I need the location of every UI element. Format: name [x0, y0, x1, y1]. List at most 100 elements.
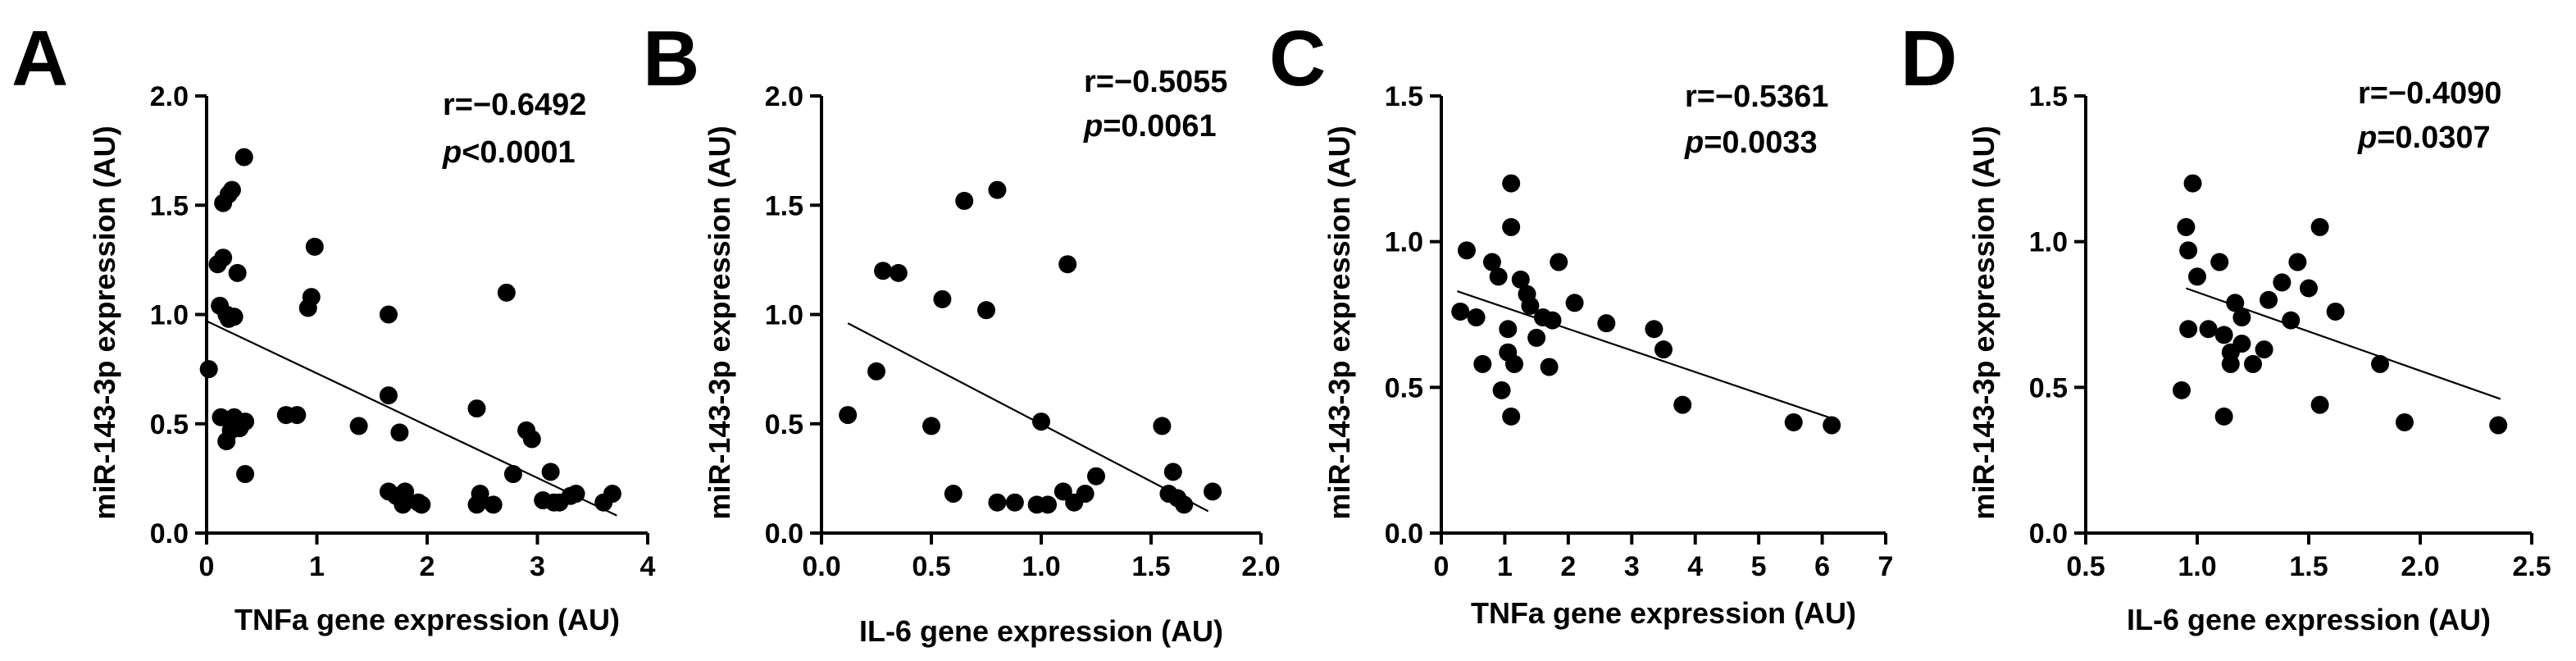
panel-d-y-tick-label: 0.5	[2029, 372, 2068, 403]
panel-d-data-point	[2288, 253, 2307, 271]
panel-a-data-point	[379, 305, 398, 324]
panel-a-letter: A	[11, 15, 68, 103]
panel-d-p-value: p=0.0307	[2357, 121, 2491, 155]
panel-b-x-tick-label: 0.0	[802, 551, 840, 582]
panel-b-data-point	[1005, 493, 1024, 512]
panel-d-data-point	[2232, 335, 2251, 353]
panel-a-data-point	[236, 465, 255, 484]
panel-a-data-point	[222, 180, 241, 199]
panel-c-data-point	[1467, 308, 1486, 327]
panel-b-p-value: p=0.0061	[1083, 109, 1217, 144]
panel-c-x-tick-label: 1	[1497, 551, 1513, 582]
panel-d-x-tick-label: 1.5	[2289, 551, 2328, 582]
panel-c-data-point	[1823, 416, 1841, 435]
panel-d-y-tick-label: 1.0	[2029, 227, 2068, 258]
panel-b-data-point	[1032, 413, 1050, 431]
panel-d-x-tick-label: 1.0	[2178, 551, 2216, 582]
panel-a-data-point	[603, 485, 621, 504]
panel-c-p-symbol: p	[1684, 125, 1704, 160]
panel-b-y-tick-label: 2.0	[765, 81, 803, 112]
panel-d-y-tick-label: 1.5	[2029, 81, 2068, 112]
panel-a-x-tick-label: 4	[640, 551, 656, 582]
panel-c: C 0.0 0.5 1.0 1.5 0 1 2 3 4 5 6 7 miR-143-3p expressi…	[1269, 15, 1893, 630]
panel-d-data-point	[2210, 253, 2229, 271]
panel-a-regression-line	[206, 320, 617, 517]
panel-a-x-tick-label: 2	[420, 551, 435, 582]
panel-b-data-point	[955, 191, 974, 210]
panel-a-data-point	[234, 148, 253, 166]
panel-b-x-tick-label: 1.0	[1022, 551, 1060, 582]
panel-a: A 0.0 0.5 1.0 1.5 2.0 0 1 2 3 4 miR-143-3p expressi…	[11, 15, 656, 636]
panel-a-data-point	[567, 485, 585, 504]
panel-a-y-tick-label: 0.0	[150, 518, 189, 549]
panel-b-data-point	[1039, 495, 1058, 514]
panel-b-data-point	[1153, 417, 1172, 435]
panel-d-data-point	[2300, 279, 2318, 298]
panel-a-data-point	[199, 360, 218, 379]
panel-a-data-point	[288, 406, 307, 425]
panel-a-data-point	[484, 495, 503, 514]
panel-c-y-tick-label: 0.0	[1385, 518, 1423, 549]
panel-a-p-value: p<0.0001	[442, 135, 576, 170]
panel-d-data-point	[2255, 340, 2273, 359]
panel-d-data-point	[2214, 326, 2233, 344]
panel-b-x-tick-label: 0.5	[912, 551, 950, 582]
panel-d-x-tick-label: 2.0	[2401, 551, 2439, 582]
panel-d-x-tick-label: 0.5	[2066, 551, 2105, 582]
panel-d-x-axis-label: IL-6 gene expression (AU)	[2127, 603, 2491, 636]
panel-c-data-point	[1527, 328, 1546, 347]
panel-b-x-axis-label: IL-6 gene expression (AU)	[859, 614, 1223, 648]
panel-c-data-point	[1457, 241, 1476, 260]
panel-b-data-point	[889, 263, 908, 282]
panel-d-r-value: r=−0.4090	[2358, 76, 2501, 111]
panel-b-data-point	[1058, 255, 1077, 274]
panel-b-y-tick-label: 1.0	[765, 300, 803, 331]
panel-c-data-point	[1673, 395, 1692, 414]
panel-c-data-point	[1451, 302, 1470, 321]
panel-c-letter: C	[1269, 15, 1326, 103]
panel-b-data-point	[988, 180, 1007, 199]
panel-d-data-point	[2214, 407, 2233, 426]
panel-d-data-point	[2188, 267, 2206, 286]
panel-b-data-point	[977, 301, 995, 320]
panel-c-data-point	[1502, 407, 1521, 426]
panel-a-r-value: r=−0.6492	[443, 88, 586, 122]
panel-d-y-axis-label: miR-143-3p expression (AU)	[1967, 125, 2000, 519]
panel-a-data-point	[503, 465, 522, 484]
panel-c-data-point	[1473, 354, 1492, 373]
panel-d-data-point	[2282, 311, 2301, 330]
panel-b-x-tick-label: 2.0	[1241, 551, 1280, 582]
panel-a-data-point	[394, 495, 412, 514]
panel-b-data-point	[874, 262, 893, 280]
panel-c-data-point	[1784, 413, 1803, 431]
panel-c-data-point	[1489, 267, 1508, 286]
panel-c-data-point	[1521, 296, 1540, 315]
panel-d-x-tick-label: 2.5	[2512, 551, 2551, 582]
panel-d-data-point	[2183, 174, 2202, 193]
panel-d-data-point	[2371, 354, 2390, 373]
panel-a-p-number: <0.0001	[462, 135, 575, 170]
panel-c-y-axis-label: miR-143-3p expression (AU)	[1322, 125, 1356, 519]
panel-c-x-tick-label: 3	[1624, 551, 1640, 582]
panel-c-p-number: =0.0033	[1704, 125, 1817, 160]
panel-b-x-tick-label: 1.5	[1131, 551, 1170, 582]
panel-a-data-point	[522, 430, 541, 449]
panel-c-data-point	[1543, 311, 1562, 330]
panel-c-x-tick-label: 7	[1878, 551, 1894, 582]
panel-b-regression-line	[847, 322, 1209, 513]
panel-d-data-point	[2260, 290, 2278, 309]
panel-a-x-tick-label: 3	[530, 551, 545, 582]
panel-c-data-point	[1597, 314, 1616, 333]
panel-d-data-point	[2221, 354, 2240, 373]
panel-c-x-tick-label: 0	[1434, 551, 1450, 582]
panel-c-data-point	[1511, 270, 1530, 289]
panel-a-data-point	[305, 237, 324, 256]
panel-b-data-point	[944, 485, 963, 504]
panel-c-x-tick-label: 6	[1814, 551, 1830, 582]
panel-a-data-point	[228, 263, 247, 282]
panel-d-p-symbol: p	[2357, 121, 2377, 155]
panel-a-y-tick-label: 0.5	[150, 409, 189, 440]
panel-d-letter: D	[1900, 15, 1957, 103]
panel-a-data-point	[349, 417, 368, 435]
panel-b-data-point	[867, 362, 885, 381]
